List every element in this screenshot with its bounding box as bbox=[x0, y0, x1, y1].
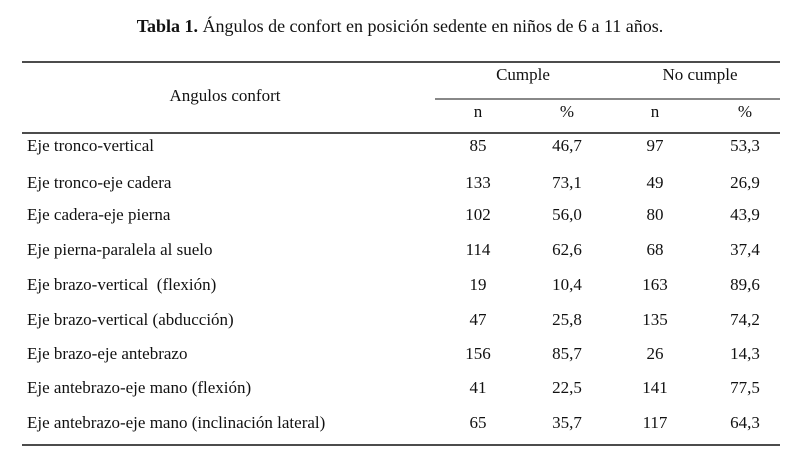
cell: 133 bbox=[465, 173, 491, 192]
cell: 53,3 bbox=[730, 136, 760, 155]
cell: 74,2 bbox=[730, 310, 760, 329]
cell: 97 bbox=[647, 136, 665, 155]
cell: 47 bbox=[470, 310, 488, 329]
cell: 73,1 bbox=[552, 173, 582, 192]
cell: 10,4 bbox=[552, 275, 582, 294]
row-label: Eje brazo-eje antebrazo bbox=[27, 344, 187, 363]
caption-label: Tabla 1. bbox=[137, 16, 198, 36]
cell: 85,7 bbox=[552, 344, 582, 363]
cell: 65 bbox=[470, 413, 487, 432]
row-label: Eje antebrazo-eje mano (flexión) bbox=[27, 378, 251, 397]
sub-header: % bbox=[738, 102, 752, 121]
cell: 56,0 bbox=[552, 205, 582, 224]
cell: 37,4 bbox=[730, 240, 760, 259]
cell: 80 bbox=[647, 205, 664, 224]
cell: 41 bbox=[470, 378, 487, 397]
caption: Tabla 1. Ángulos de confort en posición … bbox=[137, 15, 664, 36]
cell: 89,6 bbox=[730, 275, 760, 294]
row-label: Eje tronco-vertical bbox=[27, 136, 154, 155]
row-label: Eje brazo-vertical (abducción) bbox=[27, 310, 234, 329]
row-label: Eje pierna-paralela al suelo bbox=[27, 240, 212, 259]
row-label: Eje antebrazo-eje mano (inclinación late… bbox=[27, 413, 325, 432]
cell: 64,3 bbox=[730, 413, 760, 432]
cell: 26 bbox=[647, 344, 664, 363]
row-header: Angulos confort bbox=[170, 86, 281, 105]
cell: 117 bbox=[643, 413, 668, 432]
group-header: Cumple bbox=[496, 65, 550, 84]
cell: 22,5 bbox=[552, 378, 582, 397]
row-label: Eje tronco-eje cadera bbox=[27, 173, 172, 192]
cell: 156 bbox=[465, 344, 491, 363]
cell: 43,9 bbox=[730, 205, 760, 224]
cell: 62,6 bbox=[552, 240, 582, 259]
cell: 163 bbox=[642, 275, 668, 294]
cell: 102 bbox=[465, 205, 491, 224]
cell: 114 bbox=[466, 240, 491, 259]
cell: 19 bbox=[470, 275, 487, 294]
caption-text: Ángulos de confort en posición sedente e… bbox=[203, 15, 664, 36]
sub-header: n bbox=[474, 102, 483, 121]
cell: 135 bbox=[642, 310, 668, 329]
cell: 14,3 bbox=[730, 344, 760, 363]
group-header: No cumple bbox=[662, 65, 737, 84]
cell: 85 bbox=[470, 136, 487, 155]
cell: 141 bbox=[642, 378, 668, 397]
cell: 35,7 bbox=[552, 413, 582, 432]
cell: 49 bbox=[647, 173, 664, 192]
cell: 46,7 bbox=[552, 136, 582, 155]
row-label: Eje cadera-eje pierna bbox=[27, 205, 171, 224]
sub-header: % bbox=[560, 102, 574, 121]
cell: 68 bbox=[647, 240, 664, 259]
cell: 26,9 bbox=[730, 173, 760, 192]
cell: 77,5 bbox=[730, 378, 760, 397]
sub-header: n bbox=[651, 102, 660, 121]
cell: 25,8 bbox=[552, 310, 582, 329]
row-label: Eje brazo-vertical (flexión) bbox=[27, 275, 216, 294]
